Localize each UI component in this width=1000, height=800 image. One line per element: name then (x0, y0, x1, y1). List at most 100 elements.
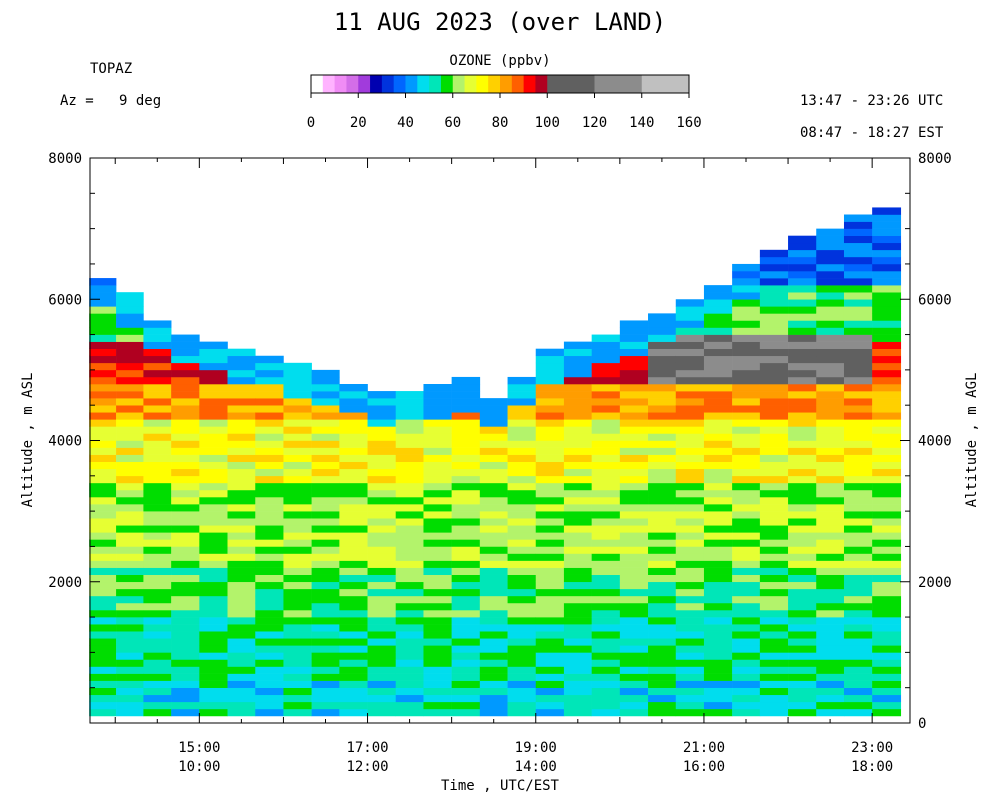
ozone-cell (423, 631, 452, 639)
ozone-cell (535, 708, 565, 717)
ozone-cell (816, 419, 845, 427)
ozone-cell (872, 461, 902, 470)
ozone-cell (788, 242, 817, 251)
ozone-cell (591, 482, 621, 491)
ozone-cell (507, 412, 537, 420)
ozone-cell (591, 631, 621, 639)
ozone-cell (732, 355, 761, 364)
ozone-cell (199, 475, 228, 484)
ozone-cell (89, 680, 117, 688)
ozone-cell (395, 518, 424, 526)
ozone-cell (143, 645, 172, 653)
ozone-cell (89, 560, 117, 568)
ozone-cell (423, 659, 452, 667)
ozone-cell (116, 659, 144, 667)
ozone-cell (339, 461, 368, 470)
ozone-cell (116, 546, 144, 554)
ozone-cell (116, 652, 144, 660)
ozone-cell (648, 447, 677, 455)
ozone-cell (171, 652, 200, 660)
ozone-cell (703, 610, 733, 618)
ozone-cell (143, 560, 172, 568)
ozone-cell (479, 511, 508, 519)
ozone-cell (451, 489, 481, 498)
colorbar-bin (334, 75, 347, 93)
ozone-cell (227, 440, 256, 448)
ozone-cell (283, 610, 312, 618)
ozone-cell (367, 391, 397, 399)
ozone-cell (703, 624, 733, 632)
ozone-cell (872, 313, 902, 321)
ozone-cell (311, 567, 340, 575)
ozone-cell (703, 384, 733, 392)
ozone-cell (843, 539, 873, 547)
ozone-cell (89, 299, 117, 307)
ozone-cell (788, 348, 817, 357)
ozone-cell (255, 419, 284, 427)
ozone-cell (759, 271, 789, 279)
ozone-cell (816, 341, 845, 349)
ozone-cell (199, 610, 228, 618)
ozone-cell (535, 659, 565, 667)
ozone-cell (116, 306, 144, 314)
ozone-cell (732, 362, 761, 371)
ozone-cell (479, 673, 508, 681)
ozone-cell (283, 518, 312, 526)
ozone-cell (423, 687, 452, 696)
ozone-cell (283, 511, 312, 519)
ozone-cell (423, 475, 452, 484)
ozone-cell (563, 489, 592, 498)
ozone-cell (648, 560, 677, 568)
ozone-cell (423, 553, 452, 561)
ozone-cell (872, 560, 902, 568)
ozone-cell (116, 391, 144, 399)
ozone-cell (283, 588, 312, 597)
ozone-cell (479, 602, 508, 611)
ozone-cell (507, 539, 537, 547)
ozone-cell (199, 694, 228, 703)
ozone-cell (395, 461, 424, 470)
ozone-cell (89, 341, 117, 349)
ozone-cell (199, 440, 228, 448)
ozone-cell (619, 362, 649, 371)
ozone-cell (89, 638, 117, 646)
ozone-cell (395, 489, 424, 498)
ozone-cell (507, 468, 537, 477)
ozone-cell (171, 518, 200, 526)
ozone-cell (143, 680, 172, 688)
ozone-cell (703, 454, 733, 462)
ozone-cell (648, 440, 677, 448)
ozone-cell (759, 447, 789, 455)
ozone-cell (732, 461, 761, 470)
ozone-cell (227, 694, 256, 703)
ozone-cell (116, 666, 144, 674)
ozone-cell (816, 355, 845, 364)
ozone-cell (451, 617, 481, 625)
ozone-cell (255, 560, 284, 568)
ozone-cell (367, 539, 397, 547)
ozone-cell (843, 645, 873, 653)
ozone-cell (563, 532, 592, 540)
ozone-cell (89, 482, 117, 491)
ozone-cell (759, 285, 789, 293)
ozone-cell (507, 461, 537, 470)
ozone-cell (732, 638, 761, 646)
ozone-cell (648, 376, 677, 385)
ozone-cell (116, 645, 144, 653)
ozone-cell (311, 694, 340, 703)
ozone-cell (116, 602, 144, 611)
ozone-cell (255, 581, 284, 590)
ozone-cell (311, 588, 340, 597)
ozone-cell (843, 666, 873, 674)
ozone-cell (479, 687, 508, 696)
ozone-cell (423, 673, 452, 681)
ozone-cell (732, 341, 761, 349)
ozone-cell (451, 539, 481, 547)
ozone-cell (703, 461, 733, 470)
ozone-cell (199, 497, 228, 505)
ozone-cell (283, 504, 312, 512)
ozone-cell (759, 532, 789, 540)
ozone-cell (843, 602, 873, 611)
ozone-cell (227, 553, 256, 561)
ozone-cell (843, 327, 873, 335)
